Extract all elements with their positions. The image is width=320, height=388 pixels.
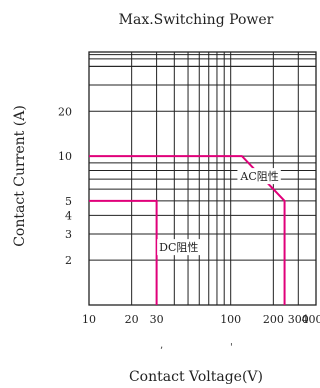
y-tick-label: 10 [58, 150, 72, 163]
series-line-dc [89, 199, 158, 305]
annotations: AC阻性 DC阻性 [157, 168, 281, 256]
plot-frame [88, 51, 317, 306]
x-tick-label: 300 [288, 313, 309, 326]
x-tick-label: 100 [220, 313, 241, 326]
y-axis-label: Contact Current (A) [12, 105, 28, 247]
y-tick-label: 20 [58, 105, 72, 118]
y-tick-label: 4 [65, 209, 72, 222]
annotation-background [157, 239, 201, 256]
stray-mark-tick: ' [230, 342, 233, 353]
y-tick-labels: 2 3 45 10 20 [58, 105, 72, 267]
y-tick-label: 2 [65, 254, 72, 267]
grid [89, 52, 316, 305]
x-tick-label: 30 [150, 313, 164, 326]
y-tick-label: 5 [65, 195, 72, 208]
annotation-label-ac: AC阻性 [239, 169, 278, 183]
x-axis-label: Contact Voltage(V) [129, 369, 263, 385]
x-tick-label: 20 [125, 313, 139, 326]
annotation-label-dc: DC阻性 [159, 240, 198, 254]
x-tick-label: 10 [82, 313, 96, 326]
y-tick-label: 3 [65, 228, 72, 241]
x-tick-label: 200 [263, 313, 284, 326]
annotation-background [237, 168, 281, 185]
x-tick-label: 400 [302, 313, 320, 326]
stray-mark-comma: , [160, 340, 163, 351]
chart-title: Max.Switching Power [119, 12, 274, 28]
